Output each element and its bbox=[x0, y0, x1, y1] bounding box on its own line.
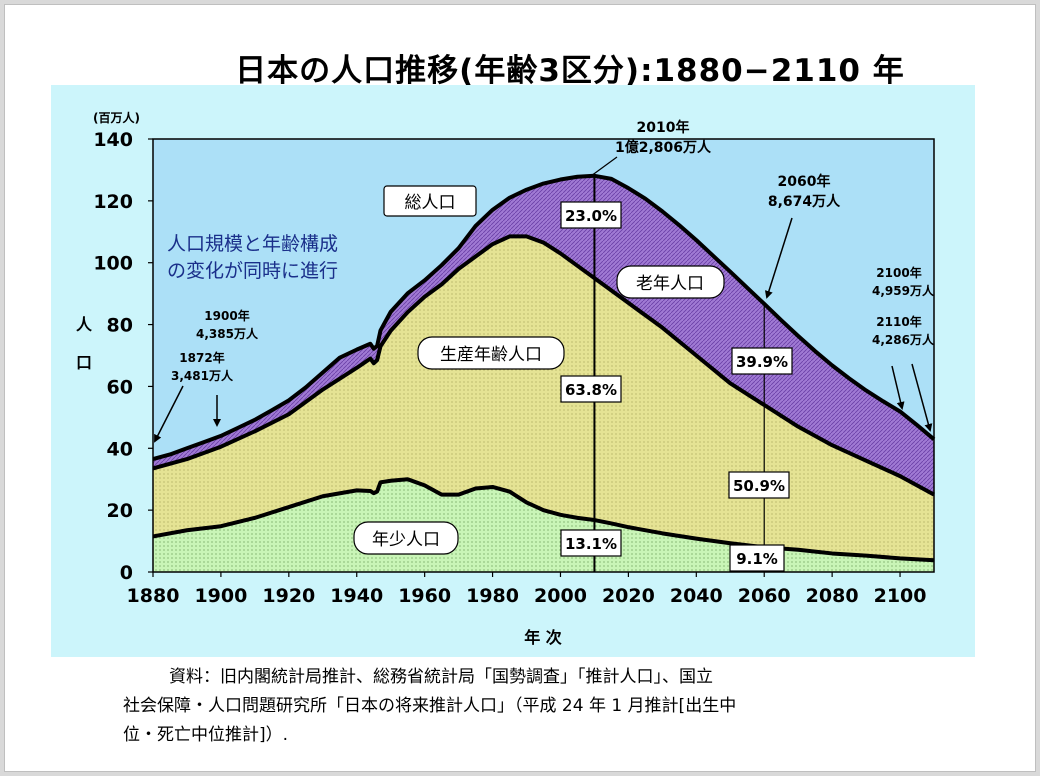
callout-2100-value: 4,959万人 bbox=[872, 283, 935, 298]
source-line-1: 資料：旧内閣統計局推計、総務省統計局「国勢調査」「推計人口」、国立 bbox=[169, 667, 713, 687]
callout-1872-value: 3,481万人 bbox=[171, 368, 234, 383]
x-tick-label: 1940 bbox=[330, 585, 383, 607]
total-label: 総人口 bbox=[405, 193, 456, 213]
scale-note-line2: の変化が同時に進行 bbox=[167, 260, 338, 282]
source-line-3: 位・死亡中位推計]）. bbox=[123, 725, 289, 745]
x-tick-label: 2100 bbox=[874, 585, 927, 607]
callout-1900-year: 1900年 bbox=[204, 308, 249, 323]
x-tick-label: 2020 bbox=[602, 585, 655, 607]
callout-1872-arrow bbox=[154, 385, 184, 443]
young-label-box bbox=[353, 521, 459, 555]
source-note: 資料：旧内閣統計局推計、総務省統計局「国勢調査」「推計人口」、国立 社会保障・人… bbox=[123, 663, 923, 750]
x-tick-label: 1880 bbox=[127, 585, 180, 607]
callout-2100-year: 2100年 bbox=[876, 265, 921, 280]
callout-2010-value: 1億2,806万人 bbox=[615, 139, 712, 156]
callout-1872-year: 1872年 bbox=[179, 350, 224, 365]
pct-2010-young: 13.1% bbox=[565, 535, 617, 553]
callout-2100-arrow bbox=[891, 365, 905, 410]
x-tick-label: 1920 bbox=[262, 585, 315, 607]
x-tick-label: 1980 bbox=[466, 585, 519, 607]
slide: 日本の人口推移(年齢3区分):1880−2110 年 bbox=[4, 4, 1036, 772]
pct-2060-working: 50.9% bbox=[733, 477, 785, 495]
elderly-label: 老年人口 bbox=[636, 274, 704, 294]
chart-area: 0 20 40 60 80 100 120 140 1880 1900 1920 1940 1960 19… bbox=[51, 85, 975, 657]
x-tick-label: 2080 bbox=[806, 585, 859, 607]
callout-2110-arrow bbox=[911, 363, 933, 432]
x-tick-label: 2040 bbox=[670, 585, 723, 607]
scale-note-line1: 人口規模と年齢構成 bbox=[167, 233, 338, 255]
x-tick-label: 2060 bbox=[738, 585, 791, 607]
callout-2060-year: 2060年 bbox=[778, 173, 831, 190]
y-tick-label: 120 bbox=[93, 191, 133, 213]
y-tick-label: 100 bbox=[93, 253, 133, 275]
callout-2110-value: 4,286万人 bbox=[872, 332, 935, 347]
elderly-label-box bbox=[616, 265, 725, 299]
chart-title: 日本の人口推移(年齢3区分):1880−2110 年 bbox=[235, 53, 905, 89]
y-tick-label: 0 bbox=[120, 562, 133, 584]
y-tick-label: 60 bbox=[107, 376, 133, 398]
pct-2010-young-box bbox=[560, 529, 622, 557]
callout-2110-year: 2110年 bbox=[876, 314, 921, 329]
x-tick-label: 1900 bbox=[194, 585, 247, 607]
y-tick-label: 140 bbox=[93, 129, 133, 151]
y-axis-label: 人口 bbox=[76, 315, 93, 372]
pct-2060-young: 9.1% bbox=[736, 550, 778, 568]
callout-2060-arrow bbox=[764, 217, 793, 299]
working-line bbox=[152, 234, 935, 497]
pct-2060-elderly: 39.9% bbox=[736, 353, 788, 371]
working-label-box bbox=[417, 336, 565, 370]
pct-2010-working: 63.8% bbox=[565, 381, 617, 399]
y-tick-label: 80 bbox=[107, 315, 133, 337]
total-line bbox=[152, 173, 936, 462]
callout-2010-pointer bbox=[590, 156, 618, 177]
total-label-box bbox=[383, 185, 477, 217]
x-tick-label: 2000 bbox=[534, 585, 587, 607]
x-tick-label: 1960 bbox=[398, 585, 451, 607]
pct-2010-working-box bbox=[560, 375, 622, 403]
young-label: 年少人口 bbox=[372, 530, 440, 550]
pct-2060-elderly-box bbox=[731, 347, 793, 375]
source-line-2: 社会保障・人口問題研究所「日本の将来推計人口」（平成 24 年 1 月推計[出生… bbox=[123, 696, 737, 716]
x-axis-label: 年 次 bbox=[524, 628, 562, 647]
y-tick-label: 40 bbox=[107, 438, 133, 460]
pct-2060-young-box bbox=[729, 544, 785, 572]
pct-2010-elderly: 23.0% bbox=[565, 207, 617, 225]
y-tick-label: 20 bbox=[107, 500, 133, 522]
callout-2010-year: 2010年 bbox=[637, 119, 690, 136]
callout-2060-value: 8,674万人 bbox=[768, 193, 841, 210]
plot-frame bbox=[152, 138, 935, 573]
working-label: 生産年齢人口 bbox=[440, 345, 542, 365]
y-unit-label: (百万人) bbox=[93, 110, 140, 125]
callout-1900-value: 4,385万人 bbox=[196, 326, 259, 341]
pct-2060-working-box bbox=[728, 471, 790, 499]
pct-2010-elderly-box bbox=[560, 201, 622, 229]
